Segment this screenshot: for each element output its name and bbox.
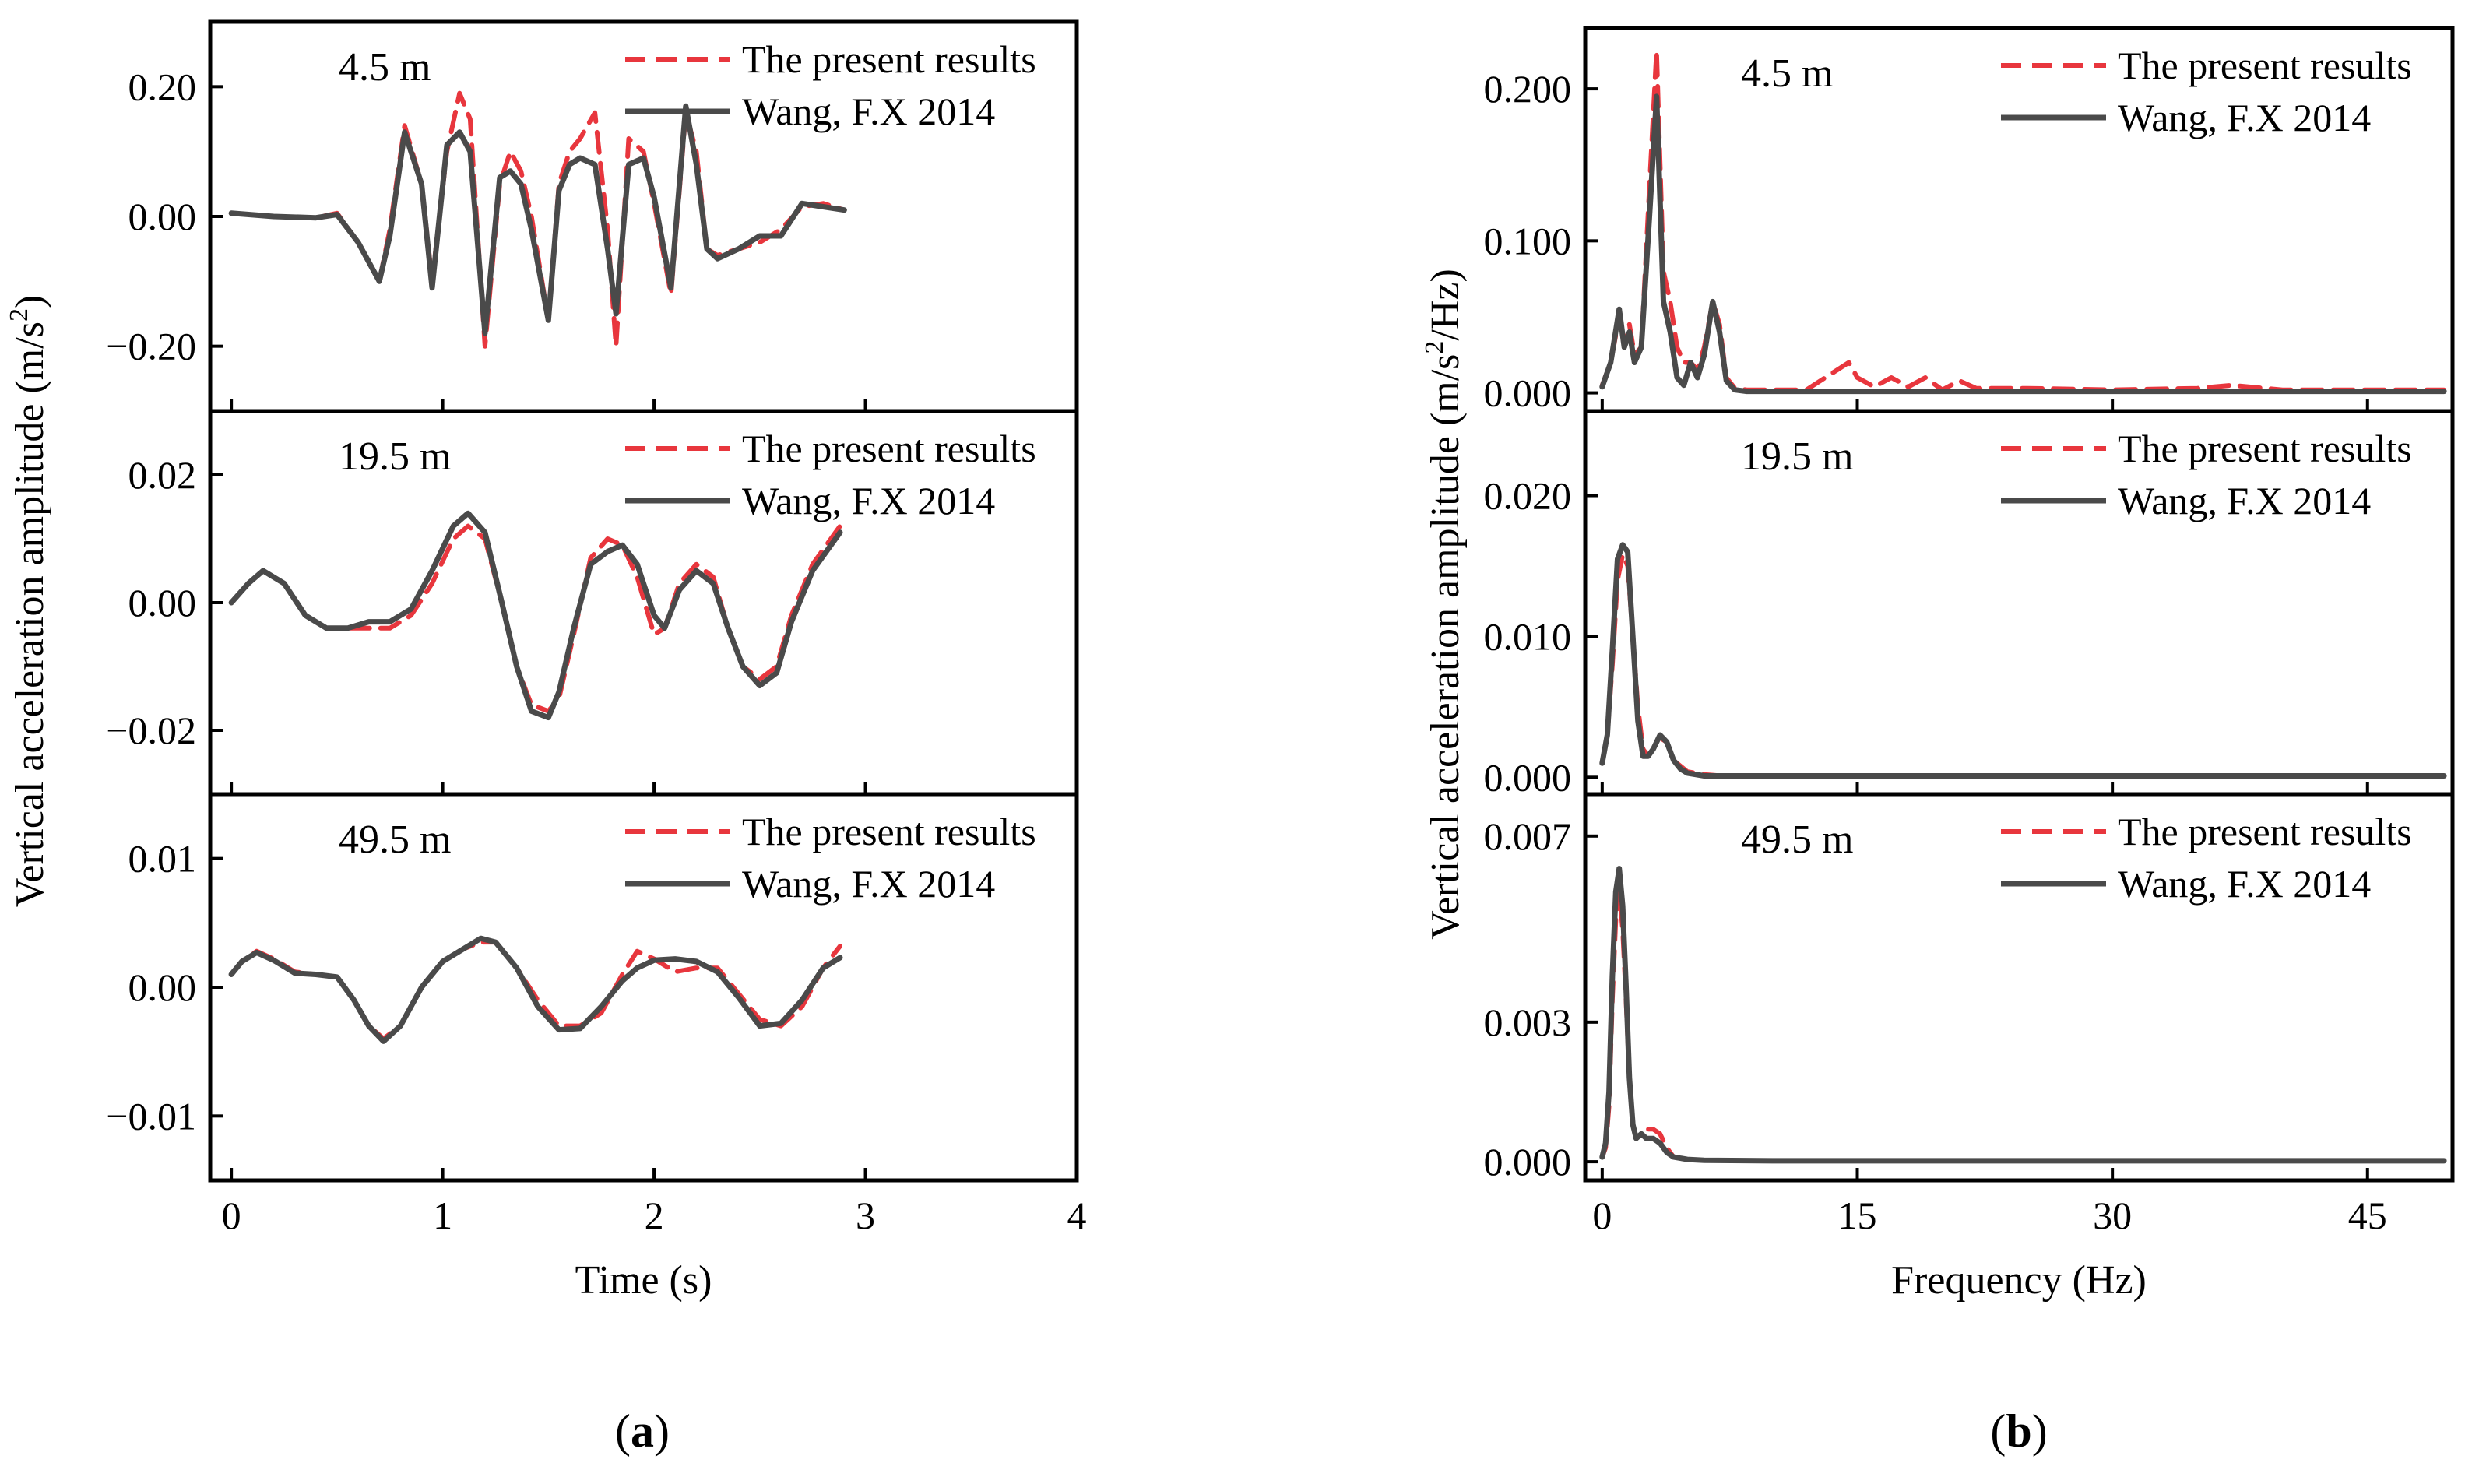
series-line-present	[229, 523, 842, 714]
subplot-3: 0.000 0.003 0.007 49.5 m The present results…	[1484, 792, 2455, 1183]
subplot-3: −0.01 0.00 0.01 49.5 m The present results Wa…	[106, 792, 1079, 1183]
y-tick-label: 0.01	[128, 837, 197, 881]
panel-label-open: (	[615, 1405, 631, 1457]
y-tick-label: −0.20	[106, 325, 196, 368]
legend-label-present: The present results	[2118, 810, 2412, 853]
subplot-1: −0.20 0.00 0.20 4.5 m The present results Wan…	[106, 19, 1079, 413]
panel-label-close: )	[2032, 1405, 2048, 1457]
subplot-frame	[1583, 792, 2455, 1183]
y-tick-label: 0.00	[128, 965, 197, 1009]
y-tick-label: 0.000	[1484, 755, 1572, 799]
y-axis-title-superscript: 2	[1420, 341, 1449, 354]
series-line-present	[229, 940, 842, 1042]
legend-label-wang: Wang, F.X 2014	[742, 479, 995, 522]
depth-label: 49.5 m	[339, 818, 451, 862]
y-axis-title-main: Vertical acceleration amplitude (m/s	[1423, 354, 1468, 940]
y-tick-label: −0.01	[106, 1094, 196, 1138]
x-tick-label: 30	[2093, 1194, 2132, 1237]
subplot-2: −0.02 0.00 0.02 19.5 m The present results Wa…	[106, 409, 1079, 797]
subplot-2: 0.000 0.010 0.020 19.5 m The present results…	[1484, 409, 2455, 799]
series-line-wang	[1599, 542, 2447, 779]
depth-label: 4.5 m	[339, 45, 431, 90]
depth-label: 19.5 m	[339, 434, 451, 479]
series-line-wang	[228, 935, 843, 1044]
legend-label-wang: Wang, F.X 2014	[2118, 862, 2371, 906]
series-line-wang	[1599, 866, 2447, 1164]
depth-label: 4.5 m	[1741, 51, 1833, 96]
series-line-present	[1599, 552, 2447, 779]
legend-label-wang: Wang, F.X 2014	[742, 90, 995, 133]
y-tick-label: 0.000	[1484, 371, 1572, 415]
y-axis-title-superscript: 2	[5, 308, 33, 322]
x-axis-title: Frequency (Hz)	[1891, 1258, 2147, 1303]
x-tick-label: 2	[645, 1194, 664, 1237]
y-tick-label: 0.007	[1484, 814, 1572, 858]
legend-label-wang: Wang, F.X 2014	[742, 862, 995, 906]
y-tick-label: 0.00	[128, 195, 197, 238]
panel-label-letter: b	[2006, 1405, 2031, 1457]
y-tick-label: 0.003	[1484, 1000, 1572, 1044]
y-tick-label: 0.02	[128, 453, 197, 497]
panel-label-open: (	[1990, 1405, 2006, 1457]
x-tick-label: 15	[1837, 1194, 1876, 1237]
x-tick-label: 1	[433, 1194, 452, 1237]
series-line-wang	[228, 103, 847, 336]
series-line-wang	[1599, 93, 2447, 395]
x-axis-title: Time (s)	[575, 1258, 712, 1303]
y-tick-label: −0.02	[106, 709, 196, 752]
chart-time-history: −0.20 0.00 0.20 4.5 m The present results Wan…	[5, 19, 1087, 1457]
x-tick-label: 45	[2348, 1194, 2387, 1237]
y-tick-label: 0.200	[1484, 67, 1572, 111]
depth-label: 49.5 m	[1741, 818, 1853, 862]
y-tick-label: 0.100	[1484, 219, 1572, 262]
legend-label-present: The present results	[2118, 427, 2412, 470]
legend-label-present: The present results	[742, 810, 1036, 853]
y-axis-title-unit: )	[8, 295, 52, 308]
legend-label-present: The present results	[742, 427, 1036, 470]
subplot-1: 0.000 0.100 0.200 4.5 m The present results W…	[1484, 26, 2455, 415]
y-tick-label: 0.000	[1484, 1140, 1572, 1183]
y-axis-title: Vertical acceleration amplitude (m/s2/Hz…	[1420, 269, 1468, 940]
legend-label-wang: Wang, F.X 2014	[2118, 96, 2371, 139]
legend-label-present: The present results	[742, 37, 1036, 81]
y-tick-label: 0.010	[1484, 614, 1572, 658]
panel-label-letter: a	[631, 1405, 654, 1457]
y-axis-title: Vertical acceleration amplitude (m/s2)	[5, 295, 52, 908]
y-tick-label: 0.020	[1484, 474, 1572, 518]
series-line-wang	[228, 510, 843, 721]
y-tick-label: 0.00	[128, 581, 197, 624]
x-tick-label: 4	[1067, 1194, 1087, 1237]
depth-label: 19.5 m	[1741, 434, 1853, 479]
y-tick-label: 0.20	[128, 65, 197, 108]
panel-label-close: )	[654, 1405, 670, 1457]
y-axis-title-unit: /Hz)	[1423, 269, 1468, 340]
legend-label-wang: Wang, F.X 2014	[2118, 479, 2371, 522]
x-tick-label: 0	[1592, 1194, 1612, 1237]
x-tick-label: 3	[856, 1194, 875, 1237]
y-axis-title-main: Vertical acceleration amplitude (m/s	[8, 322, 52, 907]
panel-label: (b)	[1990, 1405, 2047, 1457]
legend-label-present: The present results	[2118, 44, 2412, 87]
chart-fourier-spectrum: 0.000 0.100 0.200 4.5 m The present results W…	[1420, 26, 2455, 1457]
series-line-present	[1599, 889, 2447, 1163]
panel-label: (a)	[615, 1405, 670, 1457]
x-tick-label: 0	[222, 1194, 241, 1237]
